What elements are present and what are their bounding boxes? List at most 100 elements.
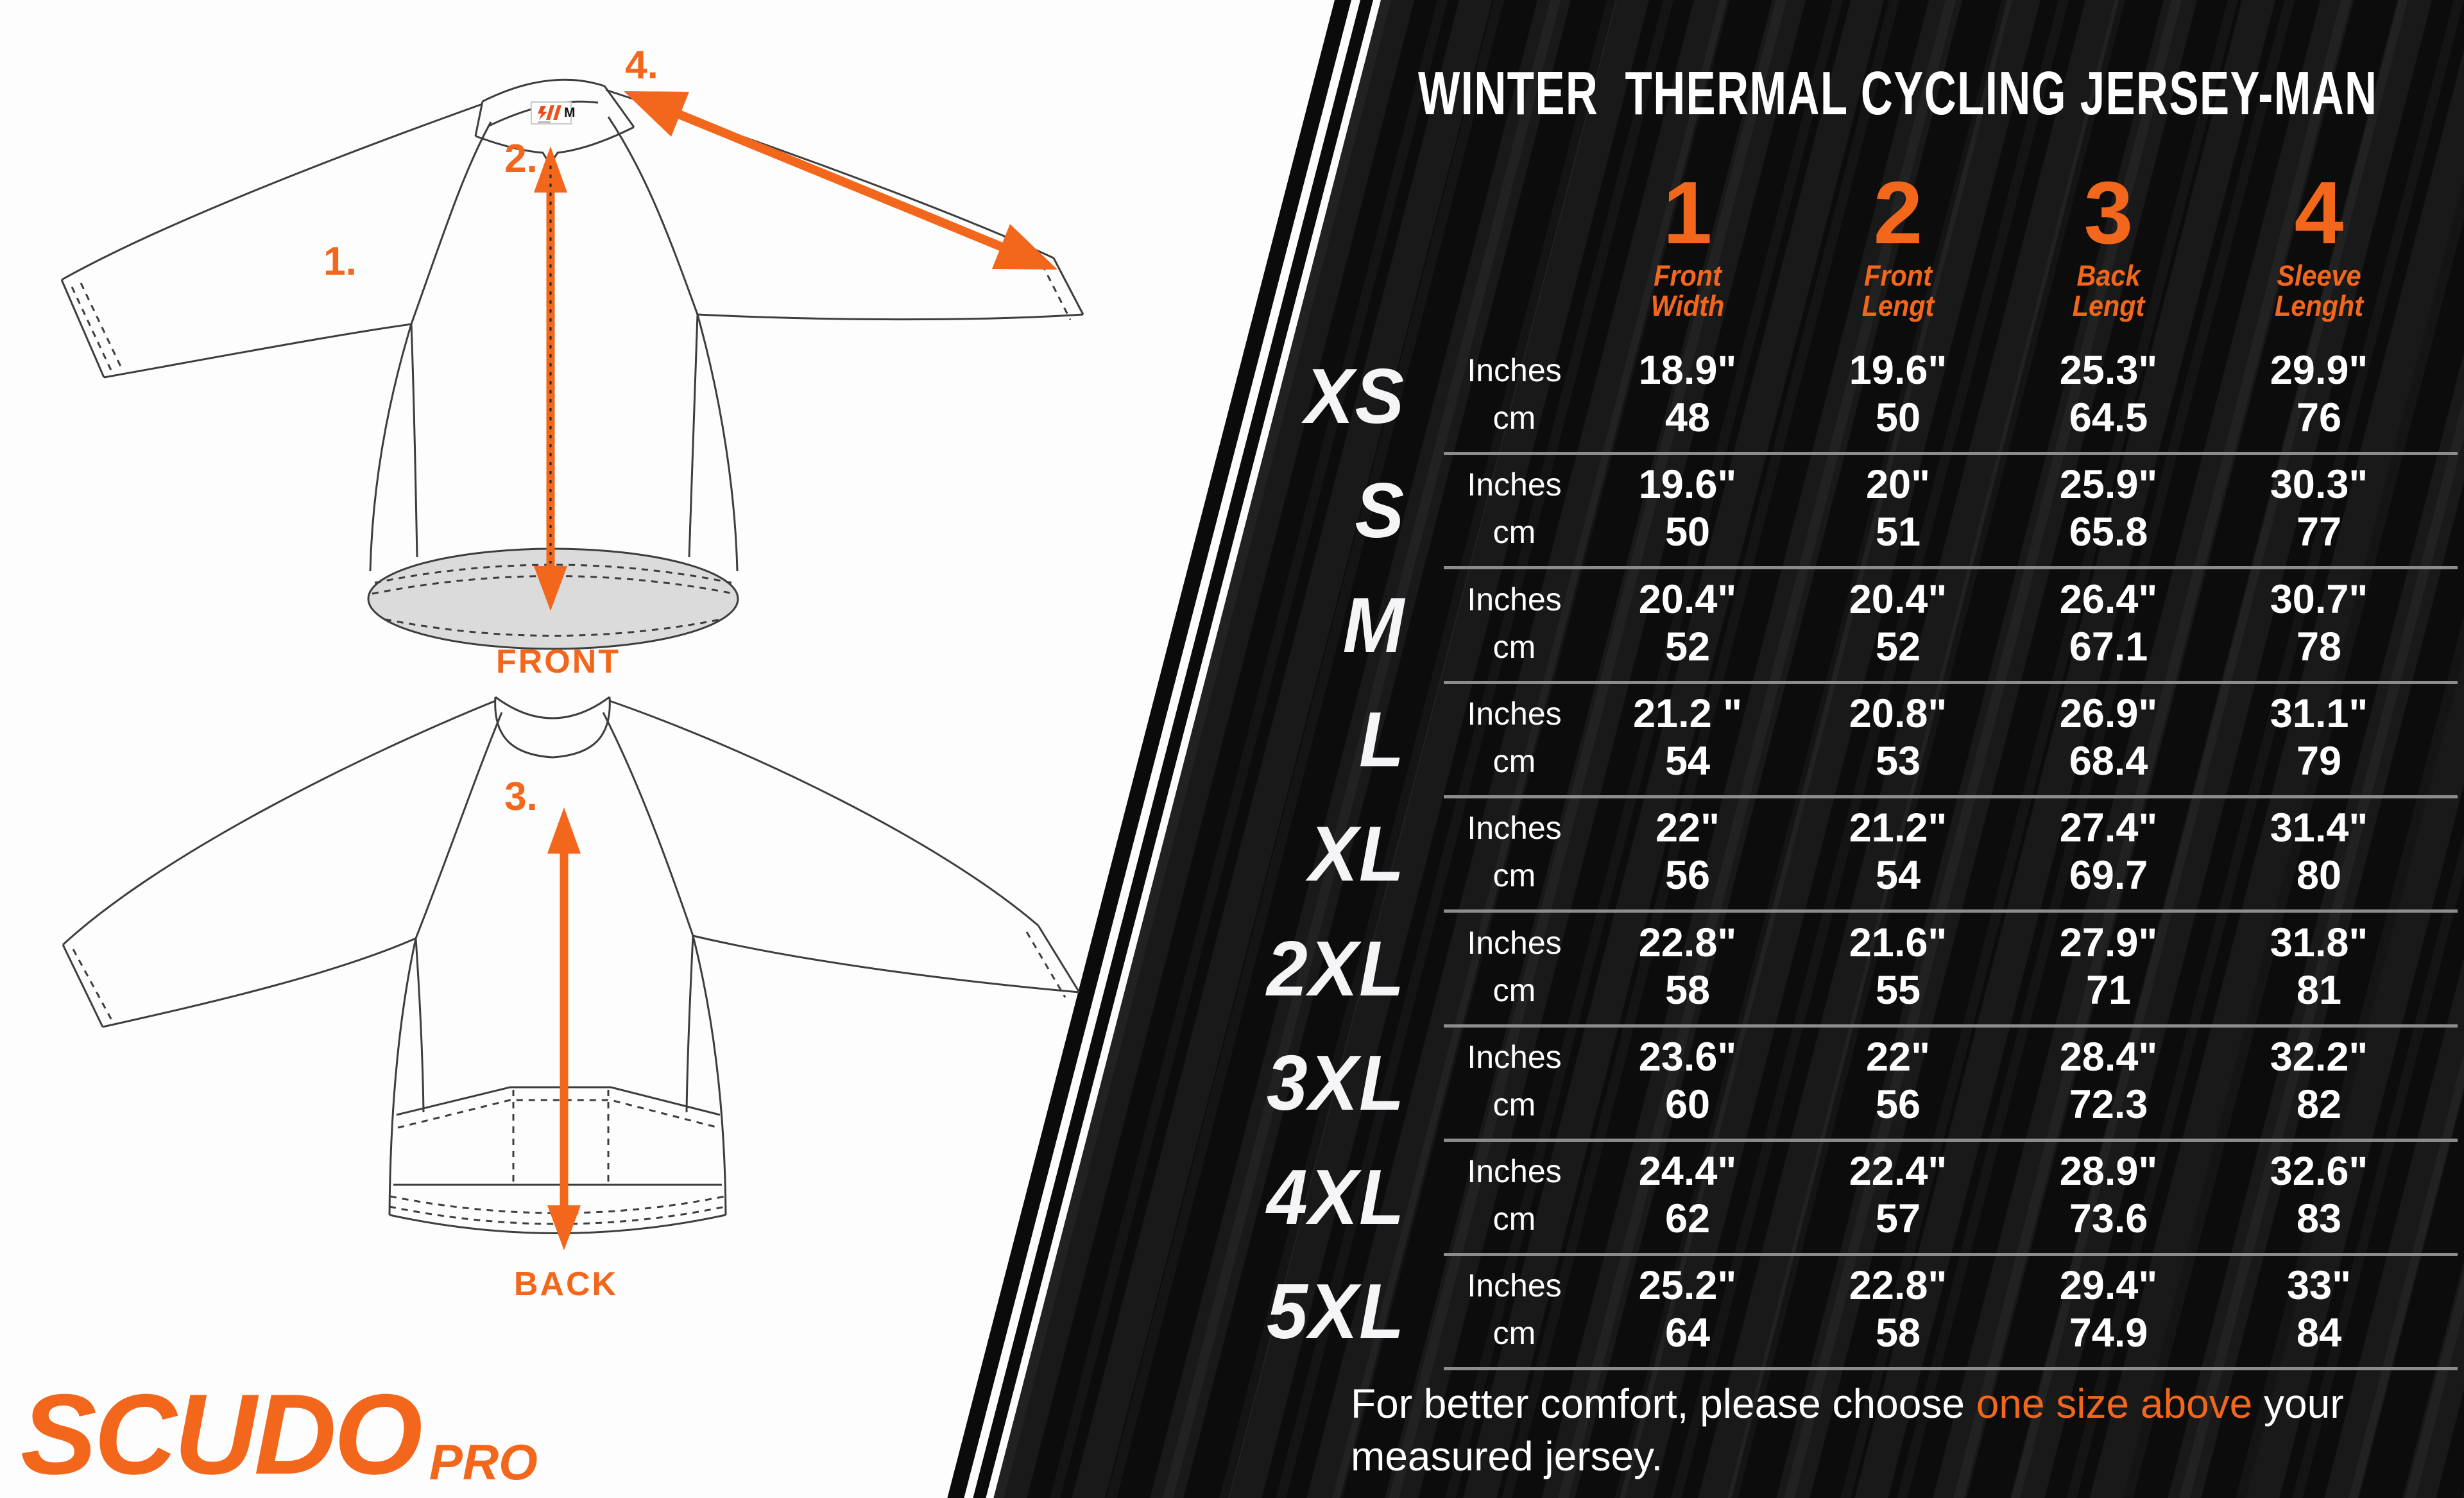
value-2XL-col1-inches: 22.8" — [1638, 920, 1737, 965]
value-XL-col2-inches: 21.2" — [1849, 805, 1947, 851]
unit-label-cm: cm — [1493, 1315, 1536, 1352]
value-3XL-col4-inches: 32.2" — [2270, 1034, 2368, 1080]
value-S-col4-inches: 30.3" — [2270, 462, 2368, 508]
value-XL-col4-cm: 80 — [2296, 853, 2342, 899]
row-separator-5XL — [1444, 1367, 2458, 1371]
value-4XL-col1-cm: 62 — [1664, 1196, 1711, 1242]
value-3XL-col3-inches: 28.4" — [2059, 1034, 2158, 1080]
value-L-col4-inches: 31.1" — [2270, 691, 2368, 736]
value-3XL-col1-inches: 23.6" — [1638, 1034, 1737, 1080]
size-row-XS: XS Inches cm 18.9" 19.6" 25.3" 29.9" 48 50 64.5 76 — [1027, 339, 2464, 455]
value-5XL-col3-inches: 29.4" — [2059, 1263, 2158, 1309]
value-3XL-col3-cm: 72.3 — [2069, 1081, 2148, 1127]
front-caption: FRONT — [496, 643, 620, 680]
size-row-4XL: 4XL Inches cm 24.4" 22.4" 28.9" 32.6" 62 57 73.6 8… — [1027, 1140, 2464, 1257]
value-S-col2-inches: 20" — [1866, 462, 1930, 508]
value-XL-col3-cm: 69.7 — [2069, 853, 2148, 899]
unit-label-inches: Inches — [1467, 810, 1562, 847]
sleeve-length-arrow — [624, 91, 1057, 270]
value-3XL-col4-cm: 82 — [2296, 1081, 2342, 1127]
unit-label-cm: cm — [1493, 1086, 1536, 1123]
size-row-3XL: 3XL Inches cm 23.6" 22" 28.4" 32.2" 60 56 72.3 82 — [1027, 1026, 2464, 1142]
marker-back-length: 3. — [504, 775, 538, 819]
column-label-3: Back Lengt — [2014, 261, 2203, 321]
value-S-col3-cm: 65.8 — [2069, 510, 2148, 555]
value-3XL-col2-cm: 56 — [1875, 1081, 1921, 1127]
unit-label-inches: Inches — [1467, 1038, 1562, 1075]
value-2XL-col2-inches: 21.6" — [1849, 920, 1947, 965]
value-3XL-col1-cm: 60 — [1664, 1081, 1711, 1127]
size-row-XL: XL Inches cm 22" 21.2" 27.4" 31.4" 56 54 69.7 80 — [1027, 796, 2464, 913]
size-row-5XL: 5XL Inches cm 25.2" 22.8" 29.4" 33" 64 58 74.9 84 — [1027, 1254, 2464, 1371]
unit-label-cm: cm — [1493, 857, 1536, 894]
value-2XL-col4-inches: 31.8" — [2270, 920, 2368, 965]
column-number-2: 2 — [1873, 164, 1923, 263]
unit-label-inches: Inches — [1467, 1153, 1562, 1190]
value-XS-col3-cm: 64.5 — [2069, 395, 2148, 440]
value-4XL-col4-cm: 83 — [2296, 1196, 2342, 1242]
column-label-1: Front Width — [1593, 261, 1782, 321]
value-XS-col4-cm: 76 — [2296, 395, 2342, 440]
value-M-col4-cm: 78 — [2296, 624, 2342, 669]
row-separator-M — [1444, 680, 2458, 684]
back-length-arrow — [547, 807, 581, 1250]
value-S-col3-inches: 25.9" — [2059, 462, 2158, 508]
size-row-2XL: 2XL Inches cm 22.8" 21.6" 27.9" 31.8" 58 55 71 81 — [1027, 911, 2464, 1028]
brand-logo-main: SCUDO — [21, 1370, 423, 1498]
column-number-1: 1 — [1663, 164, 1713, 263]
value-M-col1-inches: 20.4" — [1638, 576, 1737, 622]
value-S-col2-cm: 51 — [1875, 510, 1921, 555]
value-S-col1-inches: 19.6" — [1638, 462, 1737, 508]
column-label-2: Front Lengt — [1804, 261, 1992, 321]
unit-label-inches: Inches — [1467, 581, 1562, 617]
collar-size-tag: M — [531, 101, 576, 125]
row-separator-3XL — [1444, 1138, 2458, 1142]
value-L-col3-cm: 68.4 — [2069, 738, 2148, 784]
value-4XL-col3-inches: 28.9" — [2059, 1149, 2158, 1194]
marker-sleeve-length: 4. — [625, 43, 658, 87]
unit-label-cm: cm — [1493, 514, 1536, 551]
size-label-L: L — [1359, 695, 1405, 783]
marker-front-length: 2. — [504, 137, 538, 181]
size-label-S: S — [1355, 467, 1405, 555]
value-2XL-col3-inches: 27.9" — [2059, 920, 2158, 965]
value-3XL-col2-inches: 22" — [1866, 1034, 1930, 1080]
value-XS-col3-inches: 25.3" — [2059, 348, 2158, 393]
value-M-col4-inches: 30.7" — [2270, 576, 2368, 622]
column-label-4: Sleeve Lenght — [2225, 261, 2413, 321]
column-label-line1: Back — [2076, 259, 2141, 292]
comfort-note: For better comfort, please choose one si… — [1351, 1377, 2352, 1483]
value-L-col1-cm: 54 — [1664, 738, 1711, 784]
value-L-col1-inches: 21.2 " — [1633, 691, 1742, 736]
value-XL-col3-inches: 27.4" — [2059, 805, 2158, 851]
size-label-XS: XS — [1305, 352, 1405, 440]
row-separator-XL — [1444, 909, 2458, 913]
value-XL-col1-inches: 22" — [1656, 805, 1720, 851]
unit-label-cm: cm — [1493, 743, 1536, 779]
value-5XL-col4-cm: 84 — [2296, 1311, 2342, 1356]
size-row-L: L Inches cm 21.2 " 20.8" 26.9" 31.1" 54 53 68.4 79 — [1027, 682, 2464, 798]
size-row-M: M Inches cm 20.4" 20.4" 26.4" 30.7" 52 52 67.1 78 — [1027, 568, 2464, 684]
column-number-3: 3 — [2083, 164, 2134, 263]
value-M-col1-cm: 52 — [1664, 624, 1711, 669]
column-label-line2: Width — [1650, 289, 1725, 322]
value-2XL-col3-cm: 71 — [2085, 967, 2132, 1013]
value-M-col2-cm: 52 — [1875, 624, 1921, 669]
value-4XL-col2-inches: 22.4" — [1849, 1149, 1947, 1194]
value-XS-col2-cm: 50 — [1875, 395, 1921, 440]
value-M-col2-inches: 20.4" — [1849, 576, 1947, 622]
note-prefix: For better comfort, please choose — [1351, 1381, 1976, 1427]
row-separator-2XL — [1444, 1024, 2458, 1028]
chart-title: WINTER THERMAL CYCLING JERSEY-MAN — [1418, 59, 2378, 128]
unit-label-cm: cm — [1493, 628, 1536, 665]
value-XS-col1-cm: 48 — [1664, 395, 1711, 440]
back-pockets — [393, 1086, 722, 1186]
size-label-4XL: 4XL — [1267, 1153, 1405, 1241]
value-XS-col1-inches: 18.9" — [1638, 348, 1737, 393]
value-5XL-col1-inches: 25.2" — [1638, 1263, 1737, 1309]
value-L-col4-cm: 79 — [2296, 738, 2342, 784]
value-S-col1-cm: 50 — [1664, 510, 1711, 555]
unit-label-cm: cm — [1493, 1201, 1536, 1237]
value-4XL-col3-cm: 73.6 — [2069, 1196, 2148, 1242]
